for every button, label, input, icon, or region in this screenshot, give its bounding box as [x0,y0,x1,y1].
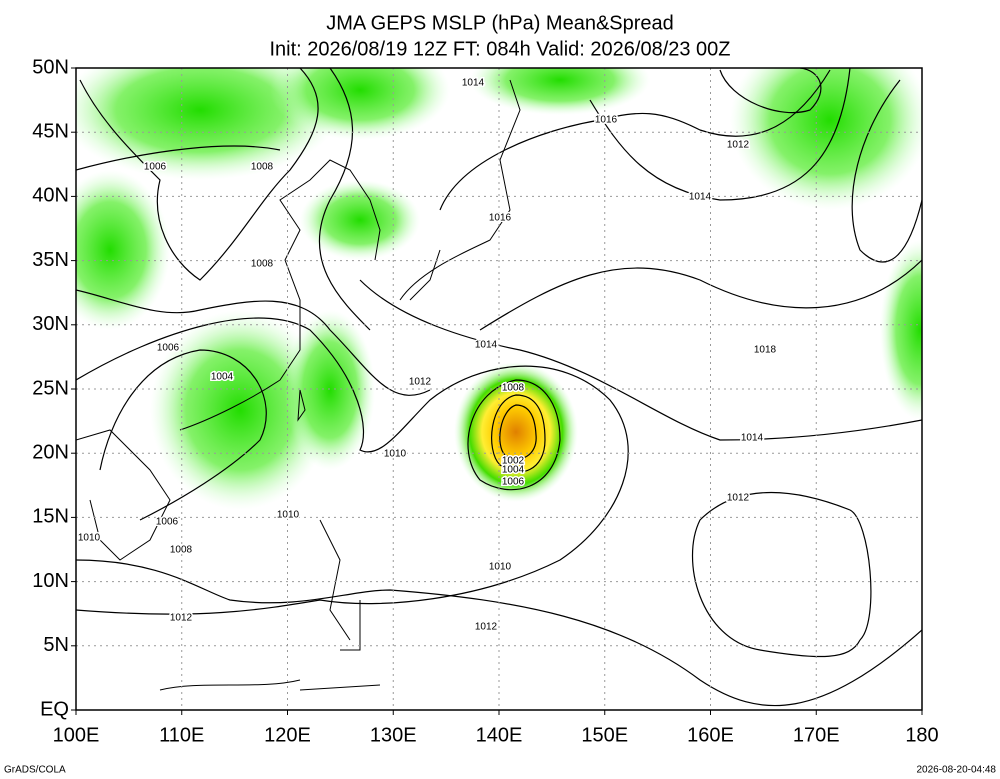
lat-label: 50N [32,56,69,78]
spread [150,310,330,510]
lat-label: 5N [43,634,69,656]
typhoon-spread [454,362,578,502]
lon-label: 180 [905,724,938,746]
lat-label: 15N [32,506,69,528]
lat-label: 45N [32,120,69,142]
lat-label: 35N [32,249,69,271]
lon-label: 100E [53,724,100,746]
lon-label: 150E [581,724,628,746]
contour-label: 1010 [384,449,407,460]
contour-label: 1014 [475,340,498,351]
subtitle: Init: 2026/08/19 12Z FT: 084h Valid: 202… [269,38,730,60]
spread [470,68,650,115]
contour-label: 1006 [156,517,179,528]
contour-label: 1014 [689,192,712,203]
spread [880,240,922,420]
contour-label: 1006 [502,477,525,488]
contour-label: 1010 [489,562,512,573]
lon-label: 130E [370,724,417,746]
contour-label: 1014 [741,433,764,444]
contour-label: 1012 [727,140,750,151]
map-frame [75,67,923,711]
contour-label: 1006 [157,343,180,354]
contour-label: 1010 [277,510,300,521]
spread [76,170,170,330]
contour-label: 1012 [170,613,193,624]
lon-label: 120E [264,724,311,746]
contour-label: 1010 [78,533,101,544]
lat-label: EQ [40,698,69,720]
lat-label: 25N [32,377,69,399]
contour-label: 1016 [595,115,618,126]
lon-label: 110E [159,724,204,746]
contour-label: 1004 [211,372,234,383]
lon-label: 170E [793,724,840,746]
contour-label: 1012 [727,493,750,504]
lat-label: 30N [32,313,69,335]
contour-label: 1012 [409,377,432,388]
lat-label: 10N [32,570,69,592]
contour-label: 1008 [251,259,274,270]
coastline [76,79,521,691]
title: JMA GEPS MSLP (hPa) Mean&Spread [326,12,674,34]
contour-label: 1012 [475,622,498,633]
lon-label: 160E [687,724,734,746]
contour-label: 1014 [462,78,485,89]
map-area [76,68,922,707]
spread [285,310,375,470]
spread [270,68,450,140]
spread [730,68,922,210]
footer-right: 2026-08-20-04:48 [916,765,996,776]
lat-label: 40N [32,185,69,207]
lon-label: 140E [476,724,523,746]
contour-labels: 1014 1016 1012 1006 1008 1014 1016 1008 1006 1014… [76,76,778,634]
contour-label: 1018 [754,345,777,356]
contour-label: 1008 [502,383,525,394]
spread [300,180,420,260]
contour-label: 1006 [144,162,167,173]
contour-label: 1004 [502,465,525,476]
contour-label: 1008 [170,545,193,556]
contour-label: 1002 [502,456,525,467]
contour-label: 1016 [489,213,512,224]
graticule [71,67,923,715]
lat-label: 20N [32,441,69,463]
footer-left: GrADS/COLA [4,765,66,776]
contour-label: 1008 [251,162,274,173]
